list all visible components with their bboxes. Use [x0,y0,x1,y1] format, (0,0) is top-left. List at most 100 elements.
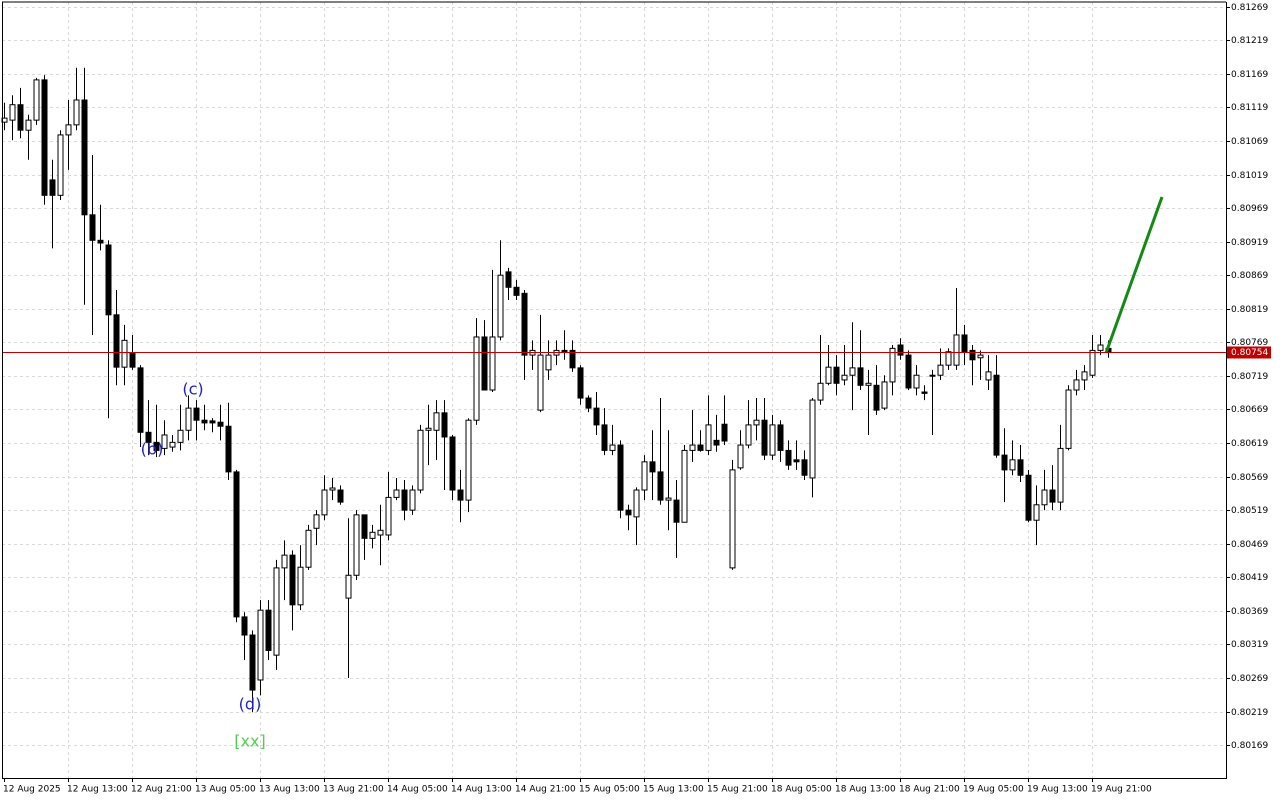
candle-body [601,424,608,451]
x-tick-label: 13 Aug 05:00 [195,785,256,795]
candle-body [609,444,616,451]
x-tick-label: 15 Aug 13:00 [643,785,704,795]
candle-body [353,514,360,576]
candle-body [641,461,648,491]
candle-body [153,441,160,451]
candle-body [761,419,768,456]
candle-body [345,574,352,599]
y-tick-label: 0.80819 [1231,305,1268,315]
candle-body [969,349,976,361]
y-tick-label: 0.80869 [1231,271,1268,281]
candle-body [313,514,320,529]
candle-body [297,566,304,606]
candle-body [17,104,24,131]
y-tick-label: 0.81219 [1231,36,1268,46]
candle-body [97,239,104,244]
candle-body [289,554,296,606]
candle-body [1017,459,1024,476]
candle-body [1057,447,1064,503]
grid [2,2,1226,778]
wave-label: (d) [239,695,262,714]
candle-body [337,489,344,503]
x-tick-label: 14 Aug 21:00 [515,785,576,795]
candle-body [113,314,120,368]
candle-body [929,374,936,377]
candle-body [793,459,800,463]
candle-body [89,214,96,241]
candle-body [201,419,208,424]
candle-body [393,489,400,498]
candle-body [265,609,272,651]
x-tick-label: 18 Aug 21:00 [899,785,960,795]
candle-body [9,104,16,121]
y-tick-label: 0.80969 [1231,204,1268,214]
candle-body [465,419,472,501]
candle-body [537,354,544,411]
candle-body [441,412,448,438]
x-tick-label: 19 Aug 13:00 [1027,785,1088,795]
candle-body [305,529,312,568]
candle-body [849,367,856,376]
candle-body [953,334,960,366]
candle-body [633,489,640,518]
candle-body [697,444,704,451]
y-tick-label: 0.80919 [1231,238,1268,248]
y-tick-label: 0.80519 [1231,506,1268,516]
candle-body [577,367,584,399]
candle-body [81,99,88,216]
candle-body [905,354,912,389]
candle-body [401,489,408,511]
overlay: (b) (c) (d) [xx] [2,196,1226,751]
candle-body [1073,379,1080,391]
candle-body [705,424,712,451]
y-tick-label: 0.80719 [1231,372,1268,382]
candle-body [193,407,200,421]
y-tick-label: 0.80619 [1231,439,1268,449]
candle-body [177,429,184,443]
candle-body [513,286,520,296]
candle-body [665,497,672,501]
y-tick-label: 0.81069 [1231,137,1268,147]
candle-body [585,397,592,409]
candle-body [945,351,952,366]
candle-body [721,423,728,442]
candle-body [497,274,504,338]
candle-body [857,367,864,386]
candle-body [833,366,840,384]
candle-body [777,424,784,451]
candle-body [281,554,288,569]
x-tick-label: 12 Aug 13:00 [67,785,128,795]
candle-body [369,531,376,539]
candle-body [809,399,816,479]
candle-body [257,609,264,681]
candle-body [841,374,848,381]
y-tick-label: 0.81019 [1231,171,1268,181]
candle-body [385,496,392,536]
wave-label: [xx] [234,732,265,751]
candle-body [209,420,216,424]
candle-body [145,431,152,443]
y-tick-label: 0.80569 [1231,473,1268,483]
candle-body [713,439,720,446]
candle-body [489,336,496,391]
candle-body [593,407,600,426]
candle-body [169,441,176,448]
candle-body [649,461,656,473]
wave-label: (b) [141,440,164,459]
candle-body [161,434,168,449]
candle-body [433,412,440,431]
x-tick-label: 12 Aug 2025 [3,785,61,795]
candle-body [569,349,576,369]
candle-body [657,471,664,501]
candle-body [825,366,832,384]
candles [1,67,1112,713]
candle-body [329,487,336,491]
candle-body [505,271,512,288]
candle-body [785,449,792,466]
candle-body [457,489,464,501]
y-tick-label: 0.80419 [1231,573,1268,583]
candle-body [1025,474,1032,521]
candle-body [561,349,568,353]
candle-body [625,509,632,516]
